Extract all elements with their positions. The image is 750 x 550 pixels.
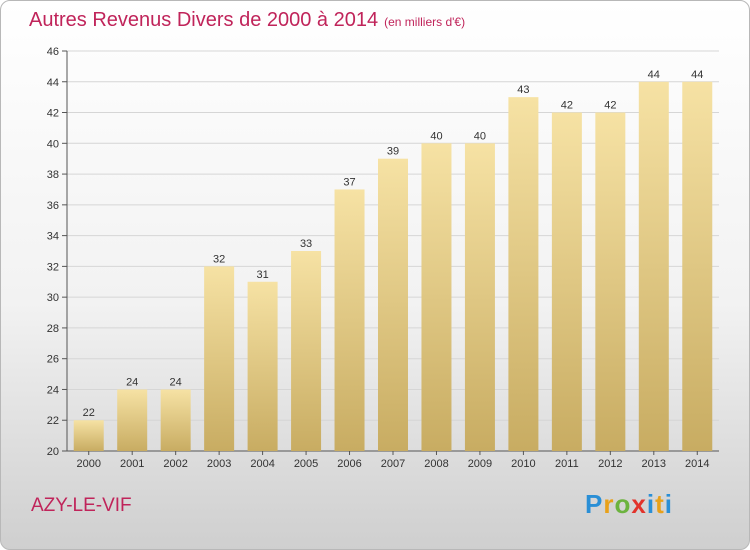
x-tick-label-2013: 2013 bbox=[642, 458, 666, 470]
data-label-2013: 44 bbox=[648, 69, 660, 81]
bar-2001 bbox=[117, 389, 148, 451]
y-tick-label: 28 bbox=[47, 323, 59, 335]
bar-2010 bbox=[508, 97, 539, 452]
bar-2007 bbox=[378, 158, 408, 451]
y-tick-label: 26 bbox=[47, 354, 59, 366]
bar-2006 bbox=[334, 189, 365, 451]
y-tick-label: 32 bbox=[47, 261, 59, 273]
logo-letter: r bbox=[603, 489, 615, 519]
bar-2008 bbox=[421, 143, 452, 452]
x-tick-label-2011: 2011 bbox=[555, 458, 579, 470]
x-tick-label-2007: 2007 bbox=[381, 458, 405, 470]
logo-letter: o bbox=[614, 489, 632, 519]
logo-letter: P bbox=[585, 489, 604, 519]
x-tick-labels: 2000 2001 2002 2003 2004 2005 2006 2007 2008 2009… bbox=[76, 458, 709, 470]
y-tick-label: 40 bbox=[47, 138, 59, 150]
bar-2005 bbox=[291, 251, 322, 451]
bars bbox=[73, 81, 713, 452]
logo-letter: i bbox=[646, 489, 656, 519]
x-tick-label-2005: 2005 bbox=[294, 458, 318, 470]
y-tick-label: 36 bbox=[47, 200, 59, 212]
y-tick-label: 20 bbox=[47, 446, 59, 458]
y-tick-label: 44 bbox=[47, 77, 59, 89]
y-tick-label: 34 bbox=[47, 231, 59, 243]
bar-2012 bbox=[595, 112, 626, 452]
data-label-2008: 40 bbox=[430, 130, 442, 142]
x-tick-label-2010: 2010 bbox=[511, 458, 535, 470]
y-tick-label: 30 bbox=[47, 292, 59, 304]
y-tick-labels: 20 22 24 26 28 30 32 34 36 38 40 42 44 46 bbox=[47, 46, 59, 458]
data-label-2001: 24 bbox=[126, 376, 138, 388]
x-tick-label-2004: 2004 bbox=[250, 458, 274, 470]
y-tick-label: 42 bbox=[47, 108, 59, 120]
data-label-2002: 24 bbox=[170, 376, 182, 388]
chart-subtitle: (en milliers d'€) bbox=[384, 15, 466, 29]
x-tick-label-2002: 2002 bbox=[163, 458, 187, 470]
x-tick-label-2003: 2003 bbox=[207, 458, 231, 470]
y-tick-label: 46 bbox=[47, 46, 59, 58]
commune-name: AZY-LE-VIF bbox=[31, 495, 132, 516]
data-label-2000: 22 bbox=[83, 407, 95, 419]
data-label-2011: 42 bbox=[561, 100, 573, 112]
y-tick-label: 38 bbox=[47, 169, 59, 181]
data-label-2009: 40 bbox=[474, 130, 486, 142]
bar-2009 bbox=[464, 143, 495, 452]
data-label-2012: 42 bbox=[604, 100, 616, 112]
x-tick-label-2008: 2008 bbox=[424, 458, 448, 470]
logo-letter: t bbox=[655, 489, 665, 519]
x-tick-label-2009: 2009 bbox=[468, 458, 492, 470]
data-label-2005: 33 bbox=[300, 238, 312, 250]
data-label-2004: 31 bbox=[256, 269, 268, 281]
bar-2011 bbox=[551, 112, 582, 452]
bar-2014 bbox=[682, 81, 713, 452]
bar-2004 bbox=[247, 281, 278, 451]
data-label-2010: 43 bbox=[517, 84, 529, 96]
proxiti-logo: Proxiti bbox=[585, 489, 673, 520]
bar-2000 bbox=[73, 420, 104, 451]
bar-2002 bbox=[160, 389, 191, 451]
chart-title: Autres Revenus Divers de 2000 à 2014 (en … bbox=[29, 9, 465, 32]
x-tick-label-2001: 2001 bbox=[120, 458, 144, 470]
y-tick-label: 24 bbox=[47, 384, 59, 396]
bar-2003 bbox=[204, 266, 235, 451]
chart-title-main: Autres Revenus Divers de 2000 à 2014 bbox=[29, 9, 379, 31]
data-label-2006: 37 bbox=[343, 176, 355, 188]
x-tick-label-2006: 2006 bbox=[337, 458, 361, 470]
logo-letter: x bbox=[631, 489, 647, 519]
x-tick-label-2012: 2012 bbox=[598, 458, 622, 470]
x-tick-label-2000: 2000 bbox=[76, 458, 100, 470]
data-labels: 22 24 24 32 31 33 37 39 40 40 43 42 42 44 44 bbox=[83, 69, 704, 419]
data-label-2014: 44 bbox=[691, 69, 703, 81]
x-tick-label-2014: 2014 bbox=[685, 458, 709, 470]
data-label-2007: 39 bbox=[387, 146, 399, 158]
bar-2013 bbox=[638, 81, 669, 452]
data-label-2003: 32 bbox=[213, 253, 225, 265]
logo-letter: i bbox=[664, 489, 673, 519]
y-tick-label: 22 bbox=[47, 415, 59, 427]
